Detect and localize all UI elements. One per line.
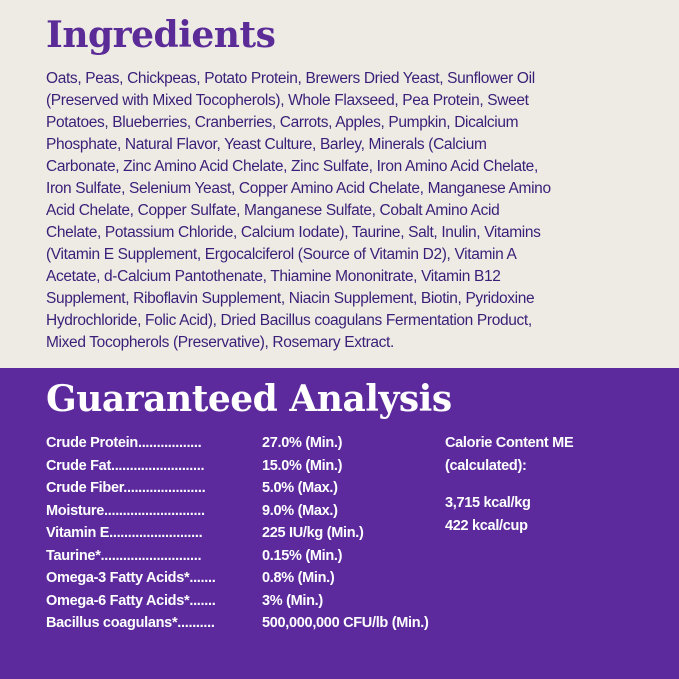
analysis-value: 27.0% (Min.) xyxy=(262,435,343,451)
calorie-per-kg: 3,715 kcal/kg xyxy=(445,495,531,511)
guaranteed-analysis-section xyxy=(0,368,679,679)
ingredients-list: Oats, Peas, Chickpeas, Potato Protein, B… xyxy=(46,68,551,354)
ingredients-line: (Preserved with Mixed Tocopherols), Whol… xyxy=(46,92,529,109)
ingredients-line: Supplement, Riboflavin Supplement, Niaci… xyxy=(46,290,535,307)
calorie-label-line2: (calculated): xyxy=(445,457,527,474)
ingredients-line: (Vitamin E Supplement, Ergocalciferol (S… xyxy=(46,246,517,263)
analysis-value: 5.0% (Max.) xyxy=(262,480,338,496)
analysis-label: Taurine*........................... xyxy=(46,547,202,564)
analysis-value: 500,000,000 CFU/lb (Min.) xyxy=(262,615,429,631)
ingredients-line: Acid Chelate, Copper Sulfate, Manganese … xyxy=(46,202,500,219)
analysis-label: Crude Protein................. xyxy=(46,435,202,451)
analysis-row: Omega-3 Fatty Acids*....... 0.8% (Min.) xyxy=(46,567,335,590)
analysis-row: Bacillus coagulans*.......... 500,000,000… xyxy=(46,612,429,635)
analysis-label: Omega-6 Fatty Acids*....... xyxy=(46,592,216,609)
analysis-label: Moisture........................... xyxy=(46,502,205,519)
analysis-value: 0.15% (Min.) xyxy=(262,547,343,564)
analysis-label: Omega-3 Fatty Acids*....... xyxy=(46,570,216,586)
analysis-row: Crude Protein................. 27.0% (Min… xyxy=(46,432,343,455)
ingredients-section: Ingredients Oats, Peas, Chickpeas, Potat… xyxy=(0,0,679,368)
analysis-label: Vitamin E......................... xyxy=(46,525,203,541)
analysis-label: Crude Fiber...................... xyxy=(46,480,206,496)
calorie-content: Calorie Content ME (calculated): 3,715 k… xyxy=(445,432,574,537)
analysis-value: 3% (Min.) xyxy=(262,592,323,609)
calorie-label-line1: Calorie Content ME xyxy=(445,435,574,451)
analysis-row: Omega-6 Fatty Acids*....... 3% (Min.) xyxy=(46,590,323,613)
ingredients-line: Acetate, d-Calcium Pantothenate, Thiamin… xyxy=(46,268,501,285)
ingredients-line: Hydrochloride, Folic Acid), Dried Bacill… xyxy=(46,312,532,329)
ingredients-title: Ingredients xyxy=(46,14,276,56)
analysis-value: 9.0% (Max.) xyxy=(262,502,338,519)
analysis-row: Crude Fiber...................... 5.0% (M… xyxy=(46,477,338,500)
ingredients-line: Phosphate, Natural Flavor, Yeast Culture… xyxy=(46,136,487,153)
guaranteed-analysis-title: Guaranteed Analysis xyxy=(46,378,452,420)
ingredients-line: Mixed Tocopherols (Preservative), Rosema… xyxy=(46,334,394,351)
analysis-row: Crude Fat......................... 15.0% … xyxy=(46,455,343,478)
ingredients-line: Potatoes, Blueberries, Cranberries, Carr… xyxy=(46,114,519,131)
analysis-label: Crude Fat......................... xyxy=(46,457,205,474)
analysis-table: Crude Protein................. 27.0% (Min… xyxy=(46,432,429,635)
ingredients-line: Iron Sulfate, Selenium Yeast, Copper Ami… xyxy=(46,180,551,197)
analysis-value: 225 IU/kg (Min.) xyxy=(262,525,364,541)
analysis-value: 15.0% (Min.) xyxy=(262,457,343,474)
analysis-row: Taurine*........................... 0.15%… xyxy=(46,545,343,568)
ingredients-line: Oats, Peas, Chickpeas, Potato Protein, B… xyxy=(46,70,535,87)
ingredients-line: Carbonate, Zinc Amino Acid Chelate, Zinc… xyxy=(46,158,538,175)
analysis-label: Bacillus coagulans*.......... xyxy=(46,615,215,631)
analysis-row: Vitamin E......................... 225 IU… xyxy=(46,522,364,545)
analysis-value: 0.8% (Min.) xyxy=(262,570,335,586)
calorie-per-cup: 422 kcal/cup xyxy=(445,517,528,534)
analysis-row: Moisture........................... 9.0% … xyxy=(46,500,338,523)
ingredients-line: Chelate, Potassium Chloride, Calcium Iod… xyxy=(46,224,541,241)
